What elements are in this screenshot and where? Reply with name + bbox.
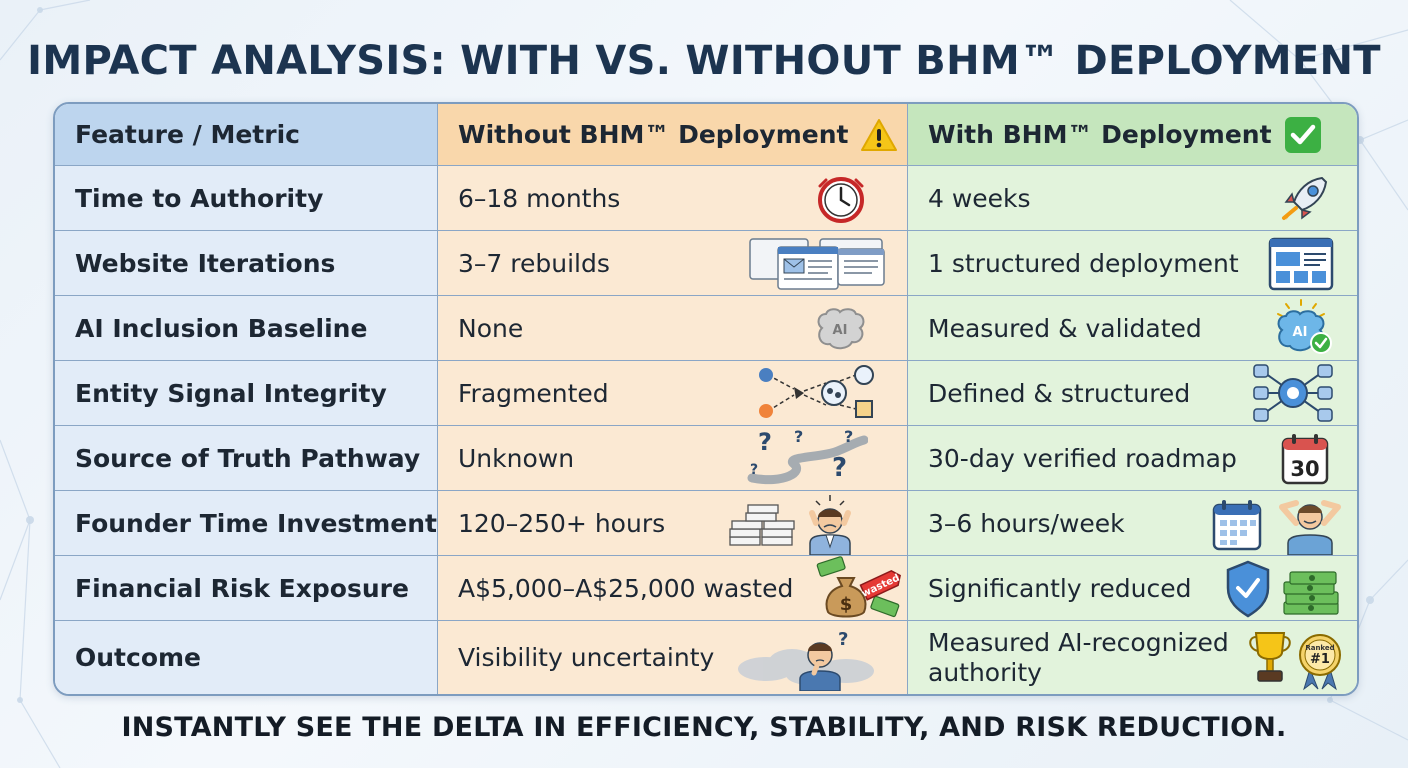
with-value: 3–6 hours/week [928, 508, 1125, 538]
rank-number: #1 [1310, 652, 1330, 667]
svg-text:?: ? [838, 629, 848, 650]
money-bag-tag-icon: $ wasted [816, 556, 902, 618]
row-with: Defined & structured [908, 361, 1357, 426]
row-with: 1 structured deployment [908, 231, 1357, 296]
with-value: Measured & validated [928, 313, 1202, 343]
with-value: 30-day verified roadmap [928, 443, 1237, 473]
metric-label: Outcome [75, 643, 202, 672]
clock-icon [818, 177, 864, 223]
without-value: 120–250+ hours [458, 508, 666, 538]
row-metric: Source of Truth Pathway [55, 426, 438, 491]
without-value: 6–18 months [458, 183, 621, 213]
ai-label: AI [1293, 325, 1308, 340]
row-with: 3–6 hours/week [908, 491, 1357, 556]
header-with-label: With BHM™ Deployment [928, 120, 1272, 149]
without-value: A$5,000–A$25,000 wasted [458, 573, 794, 603]
ai-brain-grey-icon: AI [817, 308, 865, 350]
header-without-label: Without BHM™ Deployment [458, 120, 849, 149]
with-value: Measured AI-recognized authority [928, 627, 1229, 687]
relaxed-founder-icon [1212, 500, 1341, 555]
metric-label: Website Iterations [75, 248, 336, 278]
ai-brain-check-icon: AI [1277, 299, 1332, 354]
metric-label: Time to Authority [75, 183, 324, 213]
warning-icon [860, 118, 898, 152]
svg-text:?: ? [750, 462, 758, 478]
row-without: 120–250+ hours [438, 491, 908, 556]
metric-label: Founder Time Investment [75, 508, 437, 538]
metric-label: Financial Risk Exposure [75, 573, 409, 603]
svg-text:$: $ [840, 594, 853, 615]
metric-label: Source of Truth Pathway [75, 443, 421, 473]
row-without: Fragmented [438, 361, 908, 426]
with-value: 1 structured deployment [928, 248, 1239, 278]
row-without: A$5,000–A$25,000 wasted $ wasted [438, 556, 908, 621]
check-icon [1284, 116, 1322, 154]
calendar-number: 30 [1290, 457, 1319, 481]
row-with: Measured AI-recognized authority Ranked … [908, 621, 1357, 694]
row-without: Visibility uncertainty ? [438, 621, 908, 694]
with-value: Significantly reduced [928, 573, 1192, 603]
row-metric: Entity Signal Integrity [55, 361, 438, 426]
row-metric: Website Iterations [55, 231, 438, 296]
without-value: Visibility uncertainty [458, 643, 715, 672]
browser-windows-icon [749, 238, 885, 290]
svg-text:?: ? [844, 428, 853, 446]
header-metric: Feature / Metric [55, 104, 438, 166]
winding-path-question-icon: ? ? ? ? ? [747, 428, 868, 485]
without-value: Unknown [458, 443, 575, 473]
calendar-30-icon: 30 [1281, 434, 1329, 485]
row-metric: Financial Risk Exposure [55, 556, 438, 621]
without-value: 3–7 rebuilds [458, 248, 610, 278]
metric-label: AI Inclusion Baseline [75, 313, 368, 343]
footer-tagline: INSTANTLY SEE THE DELTA IN EFFICIENCY, S… [121, 712, 1287, 743]
metric-label: Entity Signal Integrity [75, 378, 387, 408]
row-without: 6–18 months [438, 166, 908, 231]
svg-text:?: ? [832, 453, 847, 483]
row-with: 30-day verified roadmap 30 [908, 426, 1357, 491]
header-without: Without BHM™ Deployment [438, 104, 908, 166]
row-metric: Founder Time Investment [55, 491, 438, 556]
svg-text:?: ? [794, 428, 803, 446]
comparison-table: Feature / Metric Without BHM™ Deployment… [53, 102, 1359, 696]
row-with: Measured & validated AI [908, 296, 1357, 361]
fragmented-network-icon [759, 365, 874, 418]
stressed-founder-icon [729, 495, 851, 555]
header-with: With BHM™ Deployment [908, 104, 1357, 166]
row-without: None AI [438, 296, 908, 361]
without-value: None [458, 313, 524, 343]
with-value: 4 weeks [928, 183, 1031, 213]
without-value: Fragmented [458, 378, 609, 408]
page-title: IMPACT ANALYSIS: WITH VS. WITHOUT BHM™ D… [27, 38, 1381, 84]
svg-text:?: ? [758, 428, 772, 456]
confused-person-cloud-icon: ? [738, 629, 874, 691]
with-value: Defined & structured [928, 378, 1191, 408]
ranked-label: Ranked [1305, 644, 1334, 652]
row-with: 4 weeks [908, 166, 1357, 231]
trophy-ranked-icon: Ranked #1 [1249, 632, 1341, 691]
ai-label: AI [833, 323, 848, 338]
row-metric: AI Inclusion Baseline [55, 296, 438, 361]
row-metric: Outcome [55, 621, 438, 694]
rocket-icon [1282, 176, 1328, 220]
header-metric-label: Feature / Metric [75, 120, 300, 149]
dashboard-icon [1268, 237, 1334, 291]
shield-cash-icon [1226, 560, 1339, 618]
structured-network-icon [1253, 364, 1333, 422]
row-with: Significantly reduced [908, 556, 1357, 621]
row-without: Unknown ? ? ? ? ? [438, 426, 908, 491]
row-without: 3–7 rebuilds [438, 231, 908, 296]
row-metric: Time to Authority [55, 166, 438, 231]
